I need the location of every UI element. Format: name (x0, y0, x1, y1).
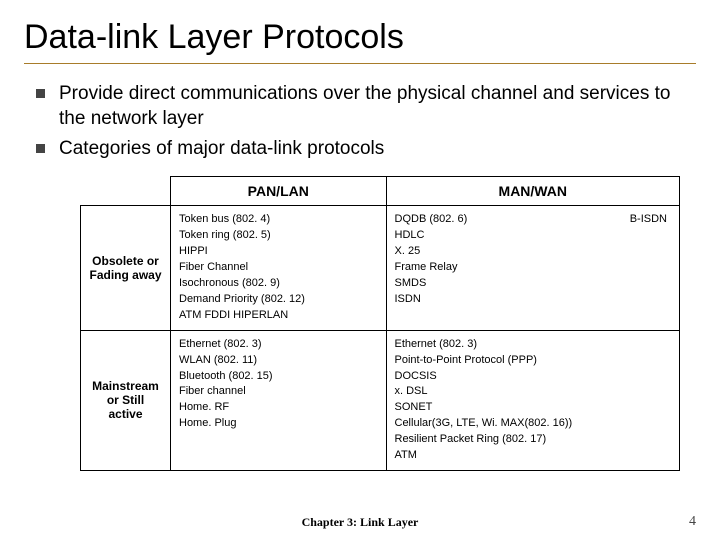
page-title: Data-link Layer Protocols (24, 18, 696, 64)
table-header-blank (81, 177, 171, 206)
table-row: Obsolete or Fading away Token bus (802. … (81, 206, 680, 331)
cell-mainstream-manwan: Ethernet (802. 3) Point-to-Point Protoco… (386, 330, 680, 471)
cell-obsolete-panlan: Token bus (802. 4) Token ring (802. 5) H… (171, 206, 387, 331)
cell-obsolete-manwan-right: B-ISDN (574, 212, 671, 308)
table-header-row: PAN/LAN MAN/WAN (81, 177, 680, 206)
protocols-table: PAN/LAN MAN/WAN Obsolete or Fading away … (80, 176, 680, 471)
row-header-obsolete: Obsolete or Fading away (81, 206, 171, 331)
bullet-item: Categories of major data-link protocols (36, 137, 696, 162)
square-bullet-icon (36, 89, 45, 98)
footer-chapter: Chapter 3: Link Layer (0, 515, 720, 530)
table-row: Mainstream or Still active Ethernet (802… (81, 330, 680, 471)
bullet-list: Provide direct communications over the p… (36, 82, 696, 162)
column-header-panlan: PAN/LAN (171, 177, 387, 206)
cell-mainstream-panlan: Ethernet (802. 3) WLAN (802. 11) Bluetoo… (171, 330, 387, 471)
column-header-manwan: MAN/WAN (386, 177, 680, 206)
bullet-item: Provide direct communications over the p… (36, 82, 696, 131)
page-number: 4 (689, 514, 696, 530)
cell-obsolete-manwan-left: DQDB (802. 6) HDLC X. 25 Frame Relay SMD… (395, 212, 561, 308)
square-bullet-icon (36, 144, 45, 153)
bullet-text: Categories of major data-link protocols (59, 137, 384, 162)
row-header-mainstream: Mainstream or Still active (81, 330, 171, 471)
bullet-text: Provide direct communications over the p… (59, 82, 696, 131)
cell-obsolete-manwan: DQDB (802. 6) HDLC X. 25 Frame Relay SMD… (386, 206, 680, 331)
